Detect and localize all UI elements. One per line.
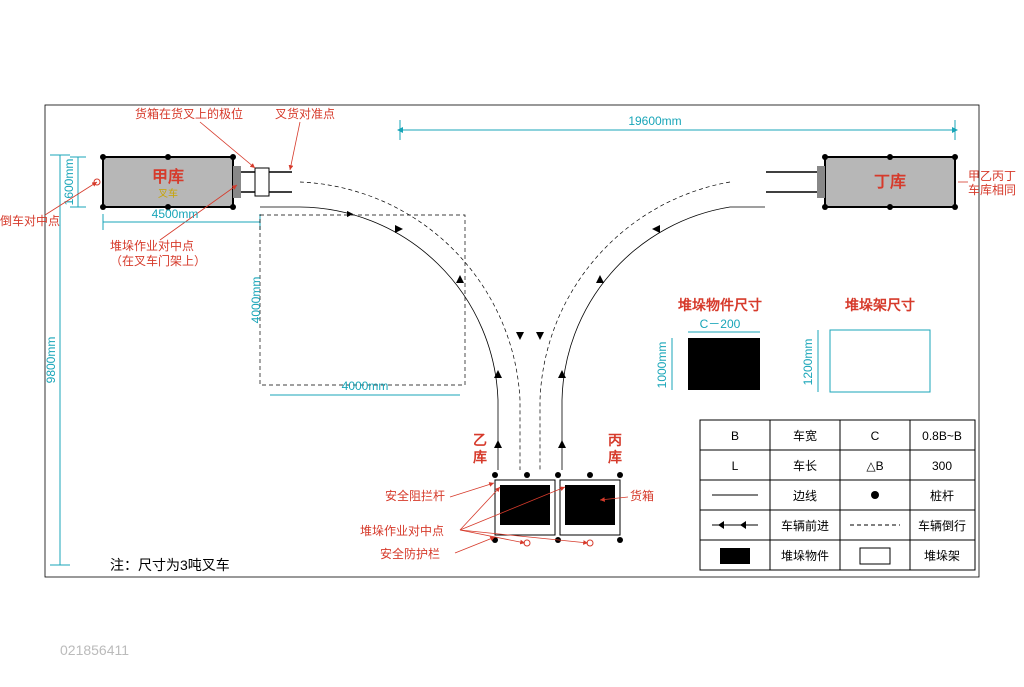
store-a-label: 甲库 (152, 167, 184, 186)
dim-1600: 1600mm (62, 159, 76, 206)
dim-v4000: 4000mm (249, 277, 263, 324)
co-reverse: 倒车对中点 (0, 213, 60, 228)
svg-text:堆垛架: 堆垛架 (924, 548, 960, 563)
co-stack1b: （在叉车门架上） (110, 253, 206, 268)
sub-obj-h: 1000mm (655, 342, 669, 389)
store-c-label: 丙 (608, 432, 622, 448)
svg-text:车辆前进: 车辆前进 (781, 518, 829, 533)
svg-text:库: 库 (473, 449, 487, 465)
dim-4500: 4500mm (152, 207, 199, 221)
svg-text:L: L (732, 459, 739, 473)
co-box-on-fork: 货箱在货叉上的极位 (135, 106, 243, 121)
co-same2: 车库相同 (968, 182, 1016, 197)
svg-text:边线: 边线 (793, 489, 817, 503)
paths: 4000mm 4000mm (249, 182, 765, 470)
co-cargo: 货箱 (630, 488, 654, 503)
co-fence: 安全防护栏 (380, 546, 440, 561)
svg-text:△B: △B (866, 459, 883, 473)
svg-text:C: C (871, 429, 880, 443)
svg-text:堆垛物件: 堆垛物件 (781, 548, 829, 563)
dim-left: 9800mm (44, 337, 58, 384)
svg-text:桩杆: 桩杆 (930, 488, 954, 503)
legend-table: B 车宽 C 0.8B~B L 车长 △B 300 边线 桩杆 车辆前进 车辆倒… (700, 420, 975, 570)
dim-top: 19600mm (628, 114, 681, 128)
co-stack2: 堆垛作业对中点 (360, 523, 444, 538)
footnote: 注：尺寸为3吨叉车 (110, 557, 230, 573)
watermark: 021856411 (60, 642, 129, 658)
svg-text:车辆倒行: 车辆倒行 (918, 518, 966, 533)
svg-text:300: 300 (932, 459, 952, 473)
sub-obj-w: C－200 (700, 317, 741, 331)
subfig-rack: 堆垛架尺寸 1200mm (801, 297, 930, 392)
store-a: 甲库 叉车 (94, 154, 292, 210)
store-d-label: 丁库 (874, 172, 906, 191)
svg-text:车长: 车长 (793, 458, 817, 473)
store-d: 丁库 (766, 154, 958, 210)
sub-rack-title: 堆垛架尺寸 (845, 297, 915, 313)
sub-rack-h: 1200mm (801, 339, 815, 386)
svg-text:0.8B~B: 0.8B~B (922, 429, 962, 443)
store-a-sub: 叉车 (158, 187, 178, 200)
dim-h4000: 4000mm (342, 379, 389, 393)
subfig-obj: 堆垛物件尺寸 C－200 1000mm (655, 297, 762, 390)
co-fork-align: 叉货对准点 (275, 106, 335, 121)
bottom-boxes: 乙 库 丙 库 (473, 432, 623, 546)
svg-text:库: 库 (608, 449, 622, 465)
store-b-label: 乙 (473, 432, 487, 448)
svg-text:B: B (731, 429, 739, 443)
co-same1: 甲乙丙丁 (968, 169, 1016, 183)
co-stack1a: 堆垛作业对中点 (110, 238, 194, 253)
sub-obj-title: 堆垛物件尺寸 (678, 297, 762, 313)
svg-text:车宽: 车宽 (793, 428, 817, 443)
co-safety-bar: 安全阻拦杆 (385, 488, 445, 503)
